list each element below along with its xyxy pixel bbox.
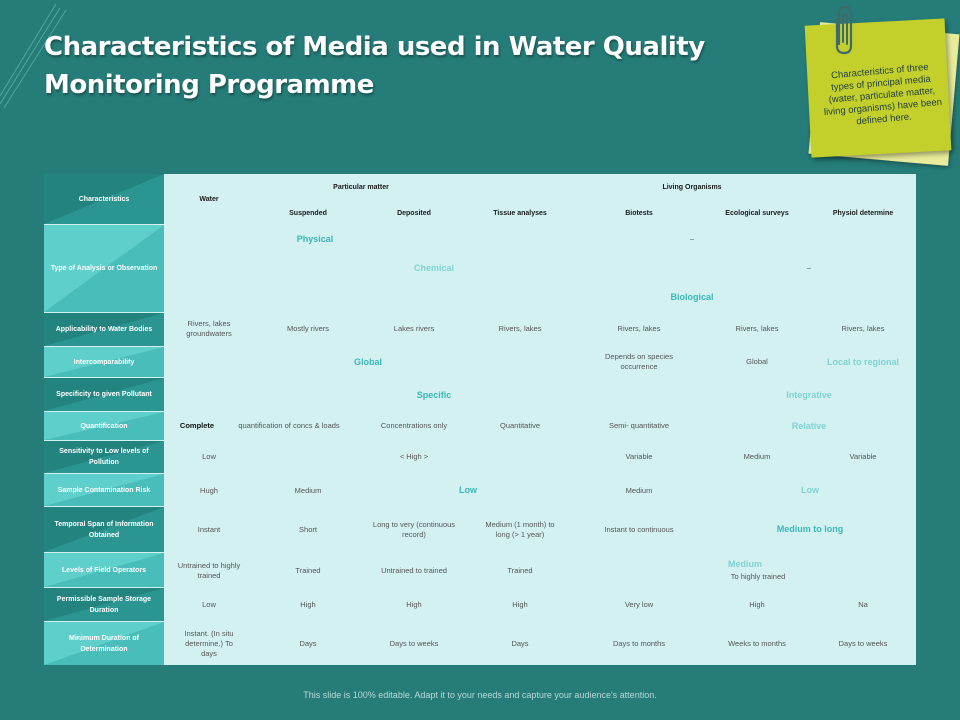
cell-quantification-suspended: quantification of concs & loads bbox=[238, 421, 340, 430]
cell-temporal-deposited: Long to very (continuous record) bbox=[372, 520, 456, 539]
label-storage: Permissible Sample Storage Duration bbox=[44, 588, 164, 621]
label-temporal: Temporal Span of Information Obtained bbox=[44, 507, 164, 552]
cell-applicability-physiol: Rivers, lakes bbox=[841, 324, 885, 333]
label-quantification: Quantification bbox=[44, 412, 164, 440]
cell-operators-water: Untrained to highly trained bbox=[177, 561, 241, 580]
cell-applicability-suspended: Mostly rivers bbox=[286, 324, 330, 333]
cell-applicability-tissue: Rivers, lakes bbox=[498, 324, 542, 333]
sticky-note-text: Characteristics of three types of princi… bbox=[823, 61, 943, 128]
cell-duration-water: Instant. (In situ determine.) To days bbox=[184, 629, 234, 658]
cell-duration-deposited: Days to weeks bbox=[389, 639, 439, 648]
title-line-2: Monitoring Programme bbox=[44, 70, 374, 100]
cell-storage-biotests: Very low bbox=[624, 600, 654, 609]
header-deposited: Deposited bbox=[397, 210, 431, 217]
cell-temporal-tissue: Medium (1 month) to long (> 1 year) bbox=[485, 520, 555, 539]
paperclip-icon bbox=[835, 5, 853, 55]
cell-sensitivity-high: < High > bbox=[399, 452, 429, 461]
header-biotests: Biotests bbox=[625, 210, 653, 217]
cell-applicability-deposited: Lakes rivers bbox=[393, 324, 435, 333]
label-applicability: Applicability to Water Bodies bbox=[44, 313, 164, 346]
cell-storage-tissue: High bbox=[512, 600, 528, 609]
cell-chemical: Chemical bbox=[413, 263, 455, 273]
header-ecological: Ecological surveys bbox=[725, 210, 789, 217]
cell-physical: Physical bbox=[296, 234, 334, 244]
label-operators: Levels of Field Operators bbox=[44, 553, 164, 587]
cell-intercomparability-ecological: Global bbox=[746, 357, 768, 366]
cell-contamination-low-1: Low bbox=[459, 485, 477, 495]
cell-relative: Relative bbox=[791, 421, 827, 431]
cell-operators-deposited: Untrained to trained bbox=[381, 566, 447, 575]
cell-storage-deposited: High bbox=[406, 600, 422, 609]
cell-duration-physiol: Days to weeks bbox=[838, 639, 888, 648]
cell-global: Global bbox=[353, 357, 383, 367]
header-particulate: Particular matter bbox=[333, 184, 389, 191]
label-contamination: Sample Contamination Risk bbox=[44, 474, 164, 506]
cell-storage-suspended: High bbox=[300, 600, 316, 609]
cell-applicability-biotests: Rivers, lakes bbox=[617, 324, 661, 333]
label-characteristics: Characteristics bbox=[44, 174, 164, 224]
cell-specific: Specific bbox=[416, 390, 452, 400]
cell-temporal-water: Instant bbox=[197, 525, 221, 534]
cell-operators-medium: Medium bbox=[727, 559, 763, 569]
header-physiol: Physiol determine bbox=[832, 210, 894, 217]
cell-sensitivity-biotests: Variable bbox=[625, 452, 653, 461]
label-sensitivity: Sensitivity to Low levels of Pollution bbox=[44, 441, 164, 473]
header-living: Living Organisms bbox=[662, 184, 722, 191]
cell-operators-tissue: Trained bbox=[507, 566, 533, 575]
cell-operators-highly: To highly trained bbox=[730, 572, 786, 581]
cell-applicability-ecological: Rivers, lakes bbox=[735, 324, 779, 333]
cell-dash-1: – bbox=[689, 234, 695, 243]
label-duration: Minimum Duration of Determination bbox=[44, 622, 164, 665]
cell-applicability-water: Rivers, lakes groundwaters bbox=[186, 319, 232, 338]
label-type-analysis: Type of Analysis or Observation bbox=[44, 225, 164, 312]
cell-operators-suspended: Trained bbox=[295, 566, 321, 575]
cell-sensitivity-physiol: Variable bbox=[849, 452, 877, 461]
cell-contamination-low-2: Low bbox=[801, 485, 819, 495]
cell-temporal-biotests: Instant to continuous bbox=[604, 525, 674, 534]
slide-title: Characteristics of Media used in Water Q… bbox=[44, 28, 744, 104]
label-intercomparability: Intercomparability bbox=[44, 347, 164, 377]
title-line-1: Characteristics of Media used in Water Q… bbox=[44, 32, 705, 62]
cell-quantification-water: Complete bbox=[179, 421, 215, 430]
cell-storage-water: Low bbox=[202, 600, 216, 609]
cell-contamination-water: Hugh bbox=[200, 486, 218, 495]
characteristics-table: Characteristics Type of Analysis or Obse… bbox=[44, 174, 916, 665]
cell-local-regional: Local to regional bbox=[826, 357, 900, 367]
cell-storage-ecological: High bbox=[749, 600, 765, 609]
cell-contamination-biotests: Medium bbox=[625, 486, 653, 495]
cell-quantification-deposited: Concentrations only bbox=[380, 421, 448, 430]
slide-footer: This slide is 100% editable. Adapt it to… bbox=[303, 690, 657, 700]
cell-duration-suspended: Days bbox=[299, 639, 317, 648]
header-tissue: Tissue analyses bbox=[493, 210, 547, 217]
label-specificity: Specificity to given Pollutant bbox=[44, 378, 164, 411]
cell-sensitivity-ecological: Medium bbox=[743, 452, 771, 461]
cell-contamination-suspended: Medium bbox=[294, 486, 322, 495]
cell-biological: Biological bbox=[670, 292, 714, 302]
cell-temporal-suspended: Short bbox=[299, 525, 317, 534]
cell-duration-biotests: Days to months bbox=[612, 639, 666, 648]
sticky-note: Characteristics of three types of princi… bbox=[804, 5, 960, 166]
cell-duration-ecological: Weeks to months bbox=[728, 639, 786, 648]
cell-quantification-biotests: Semi- quantitative bbox=[608, 421, 670, 430]
header-suspended: Suspended bbox=[289, 210, 327, 217]
cell-quantification-tissue: Quantitative bbox=[499, 421, 541, 430]
cell-storage-physiol: Na bbox=[858, 600, 868, 609]
cell-sensitivity-water: Low bbox=[202, 452, 216, 461]
cell-temporal-medium-long: Medium to long bbox=[776, 524, 844, 534]
cell-integrative: Integrative bbox=[786, 390, 832, 400]
cell-dash-2: – bbox=[806, 263, 812, 272]
decorative-lines bbox=[0, 3, 67, 109]
cell-duration-tissue: Days bbox=[511, 639, 529, 648]
cell-intercomparability-biotests: Depends on species occurrence bbox=[605, 352, 673, 371]
header-water: Water bbox=[199, 196, 219, 203]
